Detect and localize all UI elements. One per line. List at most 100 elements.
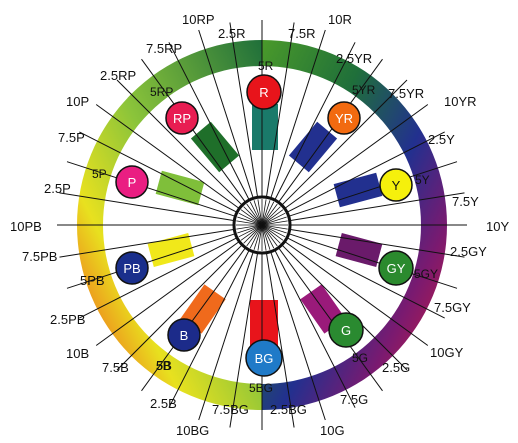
spoke (281, 244, 408, 371)
hue-circle-rp-disc (165, 101, 199, 135)
hue-circle-yr-label: YR (335, 111, 353, 126)
spoke (284, 104, 429, 209)
outer-label-7-5pb: 7.5PB (22, 249, 57, 264)
hue-circle-y-disc (379, 168, 413, 202)
spoke (286, 131, 445, 213)
inner-label-5gy: 5GY (414, 267, 438, 281)
spoke (59, 228, 235, 258)
center-spoke (240, 224, 263, 241)
center-spoke (237, 216, 263, 226)
center-spoke (261, 212, 286, 226)
outer-label-10gy: 10GY (430, 345, 464, 360)
center-spokes (236, 199, 288, 251)
center-spoke (261, 224, 275, 249)
spoke (270, 29, 326, 199)
outer-label-10bg: 10BG (176, 423, 209, 438)
outer-label-7-5b: 7.5B (102, 360, 129, 375)
hue-circle-bg: BG (245, 339, 283, 377)
outer-label-7-5gy: 7.5GY (434, 300, 471, 315)
outer-label-5b: 5B (156, 358, 172, 373)
center-spoke (236, 220, 263, 226)
center-spoke (246, 224, 263, 247)
center-spoke (261, 224, 267, 251)
spoke (274, 42, 356, 201)
hue-circle-g-label: G (341, 323, 351, 338)
hue-circle-gy: GY (378, 250, 414, 286)
outer-label-5pb: 5PB (80, 273, 105, 288)
spoke (281, 79, 408, 206)
outer-label-2-5r: 2.5R (218, 26, 245, 41)
outer-label-2-5p: 2.5P (44, 181, 71, 196)
hue-circle-r-disc (246, 74, 282, 110)
center-spoke (246, 203, 263, 226)
spoke (289, 192, 465, 222)
swatch-p (155, 170, 205, 206)
spoke (288, 233, 458, 289)
hue-circle-gy-label: GY (387, 261, 406, 276)
inner-label-5r: 5R (258, 59, 274, 73)
outer-label-2-5bg: 2.5BG (270, 402, 307, 417)
center-spoke (253, 224, 263, 250)
center-spoke (261, 216, 287, 226)
center-spoke (261, 201, 275, 226)
center-spoke (261, 224, 286, 238)
inner-label-5rp: 5RP (150, 85, 173, 99)
spoke (288, 161, 458, 217)
spoke (278, 247, 383, 392)
spoke (95, 104, 240, 209)
color-ring (77, 40, 447, 410)
spoke (141, 247, 246, 392)
inner-label-5b: 5B (156, 359, 171, 373)
spoke (286, 237, 445, 319)
color-ring-right-half (262, 40, 447, 410)
outer-labels: 10RP 10R 2.5R 7.5R 7.5RP 2.5YR 2.5RP 7.5… (10, 12, 509, 438)
outer-label-2-5g: 2.5G (382, 360, 410, 375)
hue-circle-pb-disc (115, 251, 149, 285)
outer-label-7-5bg: 7.5BG (212, 402, 249, 417)
inner-label-5y: 5Y (415, 173, 430, 187)
hue-circle-g-disc (328, 312, 364, 348)
inner-label-5bg: 5BG (249, 381, 273, 395)
center-spoke (261, 220, 288, 226)
hue-circle-bg-disc (245, 339, 283, 377)
spoke (116, 79, 243, 206)
center-spoke (261, 224, 287, 234)
center-spoke (261, 200, 271, 226)
hue-circle-b: B (167, 318, 201, 352)
spoke (198, 251, 254, 421)
center-spoke (243, 224, 263, 244)
inner-label-5yr: 5YR (352, 83, 376, 97)
hue-circle-rp: RP (165, 101, 199, 135)
outer-label-2-5pb: 2.5PB (50, 312, 85, 327)
outer-label-7-5r: 7.5R (288, 26, 315, 41)
center-spoke (249, 201, 263, 226)
center-spoke (261, 224, 271, 250)
swatch-rp (190, 121, 240, 173)
center-spoke (253, 200, 263, 226)
outer-label-2-5y: 2.5Y (428, 132, 455, 147)
hue-circle-p: P (115, 165, 149, 199)
outer-label-10y: 10Y (486, 219, 509, 234)
outer-label-7-5p: 7.5P (58, 130, 85, 145)
outer-label-10b: 10B (66, 346, 89, 361)
hue-circle-r-label: R (259, 85, 268, 100)
center-spoke (243, 206, 263, 226)
hue-circle-b-disc (167, 318, 201, 352)
spoke (168, 42, 250, 201)
spoke (265, 252, 295, 428)
outer-label-10p: 10P (66, 94, 89, 109)
spoke (141, 58, 246, 203)
outer-label-2-5b: 2.5B (150, 396, 177, 411)
spoke (278, 58, 383, 203)
outer-label-7-5g: 7.5G (340, 392, 368, 407)
spoke (274, 249, 356, 408)
center-spoke (240, 209, 263, 226)
spoke (270, 251, 326, 421)
inner-labels: 5R 5RP 5YR 5P 5Y 5GY 5G 5B 5BG (92, 59, 438, 395)
spoke (265, 22, 295, 198)
hue-circle-rp-label: RP (173, 111, 191, 126)
outer-label-2-5rp: 2.5RP (100, 68, 136, 83)
spoke (168, 249, 250, 408)
center-spoke (261, 209, 284, 226)
